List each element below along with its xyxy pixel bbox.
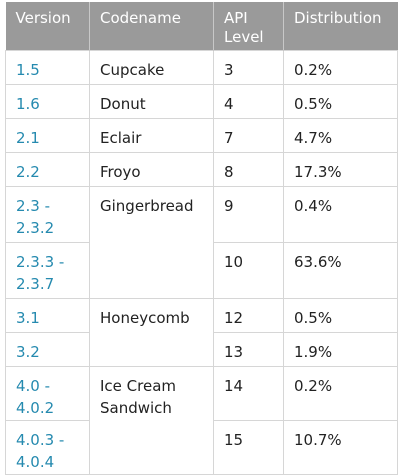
header-api-line2: Level	[224, 28, 264, 46]
distribution-cell: 0.5%	[283, 297, 398, 333]
distribution-cell: 0.2%	[283, 365, 398, 421]
distribution-cell: 1.9%	[283, 331, 398, 367]
header-api-line1: API	[224, 9, 248, 27]
version-link-line2[interactable]: 4.0.4	[16, 452, 55, 471]
version-link[interactable]: 1.6	[16, 94, 40, 113]
android-version-distribution-table: Version Codename API Level Distribution 1…	[5, 2, 398, 475]
codename-cell: Cupcake	[89, 49, 214, 85]
table-row: 4.0.3 - 4.0.4 15 10.7%	[5, 419, 398, 475]
version-cell[interactable]: 4.0.3 - 4.0.4	[5, 419, 90, 475]
header-codename: Codename	[89, 2, 214, 50]
version-cell[interactable]: 3.2	[5, 331, 90, 367]
version-link[interactable]: 3.1	[16, 308, 40, 327]
codename-text: Honeycomb	[100, 308, 190, 327]
codename-text: Eclair	[100, 128, 142, 147]
table-row: 2.3.3 - 2.3.7 10 63.6%	[5, 241, 398, 299]
api-level-cell: 14	[213, 365, 284, 421]
table-row: 1.5 Cupcake 3 0.2%	[5, 49, 398, 85]
distribution-cell: 0.2%	[283, 49, 398, 85]
version-cell[interactable]: 4.0 - 4.0.2	[5, 365, 90, 421]
version-link[interactable]: 1.5	[16, 60, 40, 79]
distribution-cell: 4.7%	[283, 117, 398, 153]
header-row: Version Codename API Level Distribution	[5, 2, 398, 50]
codename-cell: Donut	[89, 83, 214, 119]
api-level-cell: 13	[213, 331, 284, 367]
version-cell[interactable]: 2.3.3 - 2.3.7	[5, 241, 90, 299]
version-link-line2[interactable]: 2.3.7	[16, 274, 55, 293]
version-link-line1[interactable]: 4.0 -	[16, 376, 51, 395]
table-row: 3.1 Honeycomb 12 0.5%	[5, 297, 398, 367]
distribution-cell: 10.7%	[283, 419, 398, 475]
api-level-cell: 3	[213, 49, 284, 85]
codename-text: Donut	[100, 94, 146, 113]
version-link-line1[interactable]: 2.3.3 -	[16, 252, 65, 271]
distribution-cell: 17.3%	[283, 151, 398, 187]
api-level-cell: 8	[213, 151, 284, 187]
header-api-level: API Level	[213, 2, 284, 50]
table-row: 3.2 13 1.9%	[5, 331, 398, 367]
codename-text: Gingerbread	[100, 196, 194, 215]
version-link-line1[interactable]: 4.0.3 -	[16, 430, 65, 449]
codename-text-line1: Ice Cream	[100, 376, 177, 395]
version-link[interactable]: 2.1	[16, 128, 40, 147]
api-level-cell: 7	[213, 117, 284, 153]
table-row: 2.3 - 2.3.2 Gingerbread 9 0.4%	[5, 185, 398, 299]
version-cell[interactable]: 2.1	[5, 117, 90, 153]
table-row: 1.6 Donut 4 0.5%	[5, 83, 398, 119]
table-row: 4.0 - 4.0.2 Ice Cream Sandwich 14 0.2%	[5, 365, 398, 475]
api-level-cell: 10	[213, 241, 284, 299]
codename-cell: Ice Cream Sandwich	[89, 365, 214, 475]
header-distribution: Distribution	[283, 2, 398, 50]
codename-cell: Honeycomb	[89, 297, 214, 367]
version-cell[interactable]: 3.1	[5, 297, 90, 333]
api-level-cell: 12	[213, 297, 284, 333]
codename-text: Cupcake	[100, 60, 165, 79]
codename-cell: Gingerbread	[89, 185, 214, 299]
version-cell[interactable]: 1.6	[5, 83, 90, 119]
codename-cell: Eclair	[89, 117, 214, 153]
api-level-cell: 4	[213, 83, 284, 119]
table-row: 2.1 Eclair 7 4.7%	[5, 117, 398, 153]
codename-text-line2: Sandwich	[100, 398, 172, 417]
table-row: 2.2 Froyo 8 17.3%	[5, 151, 398, 187]
version-cell[interactable]: 1.5	[5, 49, 90, 85]
distribution-cell: 0.4%	[283, 185, 398, 243]
version-link[interactable]: 2.2	[16, 162, 40, 181]
version-cell[interactable]: 2.2	[5, 151, 90, 187]
version-link-line1[interactable]: 2.3 -	[16, 196, 51, 215]
version-link[interactable]: 3.2	[16, 342, 40, 361]
codename-text: Froyo	[100, 162, 141, 181]
header-version: Version	[5, 2, 90, 50]
version-cell[interactable]: 2.3 - 2.3.2	[5, 185, 90, 243]
api-level-cell: 15	[213, 419, 284, 475]
distribution-cell: 63.6%	[283, 241, 398, 299]
version-link-line2[interactable]: 2.3.2	[16, 218, 55, 237]
api-level-cell: 9	[213, 185, 284, 243]
distribution-cell: 0.5%	[283, 83, 398, 119]
codename-cell: Froyo	[89, 151, 214, 187]
version-link-line2[interactable]: 4.0.2	[16, 398, 55, 417]
